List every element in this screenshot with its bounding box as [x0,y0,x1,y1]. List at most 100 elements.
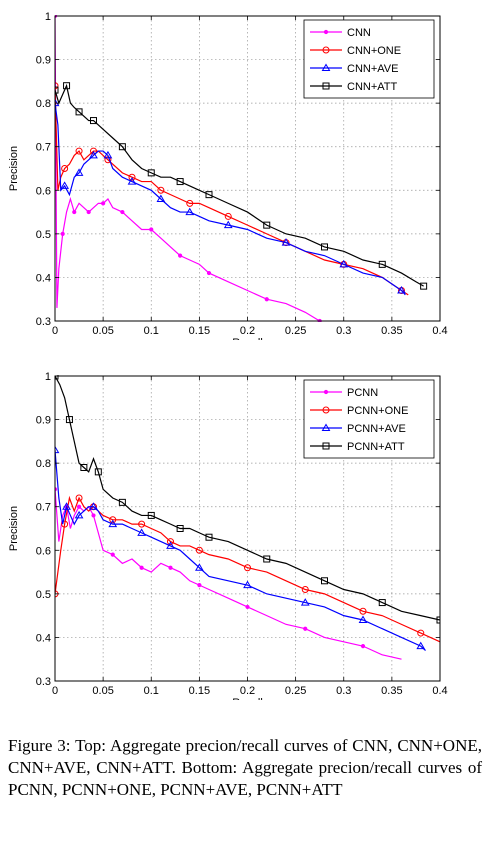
bottom-xtick-label: 0.15 [189,685,210,697]
bottom-series-pcnn-one-point [61,520,69,528]
top-series-cnn-point [60,231,65,236]
top-series-cnn-point [178,253,183,258]
top-legend-item-cnn-att-marker [322,82,330,90]
top-series-cnn-one-point [157,186,165,194]
top-series-cnn-ave [55,98,406,296]
bottom-series-pcnn-point [139,565,144,570]
bottom-series-pcnn-att-point [205,533,213,541]
top-series-cnn-ave-point [55,98,60,107]
top-series-cnn-att-point [75,108,83,116]
bottom-ytick-label: 0.4 [36,632,51,644]
bottom-series-pcnn-att-point [147,511,155,519]
top-legend-item-cnn-att: CNN+ATT [310,81,397,93]
bottom-legend-item-pcnn-one-label: PCNN+ONE [347,405,408,417]
top-xtick-label: 0.15 [189,325,210,337]
bottom-xtick-label: 0.2 [240,685,255,697]
top-series-cnn-att-point [205,191,213,199]
bottom-series-pcnn-point [245,604,250,610]
top-ytick-label: 0.6 [36,185,51,197]
bottom-series-pcnn-one-point [109,516,117,524]
top-series-cnn-ave-point [127,177,137,185]
top-ytick-label: 0.4 [36,272,51,284]
bottom-series-pcnn-att [55,375,440,624]
bottom-series-pcnn-att-point [80,464,88,471]
bottom-series-pcnn-one-point [138,520,146,528]
bottom-series-pcnn-point [303,626,308,631]
bottom-series-pcnn-ave-point [137,528,146,536]
top-series-cnn-one-point [186,199,194,207]
top-series-cnn-point [120,209,125,215]
bottom-xtick-label: 0.05 [92,685,113,697]
figure-caption: Figure 3: Top: Aggregate precion/recall … [8,736,482,799]
top-series-cnn-att-point [378,260,386,268]
bottom-series-pcnn-ave-point [89,502,98,510]
bottom-xtick-label: 0.4 [432,685,447,697]
top-ytick-label: 0.8 [36,98,51,110]
bottom-series-pcnn-one-point [195,546,203,554]
bottom-series-pcnn [55,487,402,660]
bottom-legend-item-pcnn-marker [323,389,329,395]
top-legend-item-cnn-att-label: CNN+ATT [347,81,397,93]
bottom-xtick-label: 0.25 [285,685,306,697]
top-legend-item-cnn-ave-label: CNN+AVE [347,63,398,75]
bottom-legend-item-pcnn-att-label: PCNN+ATT [347,441,405,453]
bottom-series-pcnn-att-point [321,577,328,585]
top-series-cnn-one-point [61,165,69,172]
bottom-series-pcnn-one-point [301,586,309,593]
bottom-xtick-label: 0.3 [336,685,351,697]
top-series-cnn-one-point [75,147,83,155]
top-ytick-label: 1 [45,11,51,23]
chart-bottom-svg: 0 0.05 0.1 0.15 0.2 0.25 0.3 0.35 0.4 0.3 0.4 0.5 0.… [8,371,448,700]
top-series-cnn-att-point [63,82,71,90]
bottom-series-pcnn-att-point [176,525,184,532]
top-legend-item-cnn-label: CNN [347,27,371,39]
top-series-cnn-point [206,270,212,276]
chart-top: 0 0.05 0.1 0.15 0.2 0.25 0.3 0.35 0.4 0.3 0.4 0.5 0.… [0,0,490,340]
bottom-series-pcnn-one-point [244,564,251,572]
top-series-cnn-one-point [90,147,97,155]
top-ytick-label: 0.9 [36,55,51,67]
bottom-ytick-label: 0.6 [36,545,51,557]
top-series-cnn-att-point [263,221,271,229]
bottom-series-pcnn-one-point [167,538,174,546]
top-series-cnn-att-point [55,86,59,94]
bottom-legend-item-pcnn-ave-label: PCNN+AVE [347,423,406,435]
top-legend-item-cnn-one-label: CNN+ONE [347,45,401,57]
bottom-series-pcnn-point [76,504,82,509]
bottom-series-pcnn-one-point [75,494,83,502]
bottom-series-pcnn-ave [55,445,426,651]
bottom-legend-item-pcnn-one-marker [322,406,330,414]
top-xtick-label: 0.3 [336,325,351,337]
bottom-legend-item-pcnn-label: PCNN [347,387,378,399]
top-series-cnn-att-point [90,117,97,125]
bottom-ytick-label: 0.3 [36,676,51,688]
bottom-grid [55,376,440,681]
bottom-xtick-label: 0 [52,685,58,697]
bottom-series-pcnn-att-line [55,375,440,621]
bottom-series-pcnn-att-point [378,599,386,607]
bottom-xtick-label: 0.35 [381,685,402,697]
top-series-cnn-ave-point [89,150,98,159]
bottom-series-pcnn-ave-point [108,519,118,528]
bottom-series-pcnn-line [55,489,402,660]
bottom-ytick-label: 0.8 [36,458,51,470]
top-series-cnn-ave-point [339,259,349,268]
top-series-cnn-ave-point [60,181,69,189]
top-series-cnn-ave-point [103,150,113,159]
bottom-series-pcnn-ave-point [74,510,84,519]
bottom-legend-item-pcnn-one: PCNN+ONE [310,405,408,417]
bottom-ytick-label: 0.7 [36,502,51,514]
top-series-cnn-point [72,209,77,215]
bottom-series-pcnn-point [110,552,115,557]
bottom-series-pcnn-att-point [118,498,126,506]
top-series-cnn-point [149,227,154,232]
bottom-ytick-label: 1 [45,371,51,383]
bottom-series-pcnn-att-point [263,555,271,563]
bottom-series-pcnn-one [55,494,440,643]
bottom-series-pcnn-ave-point [243,580,252,589]
top-series-cnn-ave-point [397,286,406,294]
top-series-cnn-one-line [55,85,409,296]
top-series-cnn-att [55,82,428,290]
top-legend-item-cnn-one-marker [322,46,330,54]
top-series-cnn-att-point [147,169,155,177]
